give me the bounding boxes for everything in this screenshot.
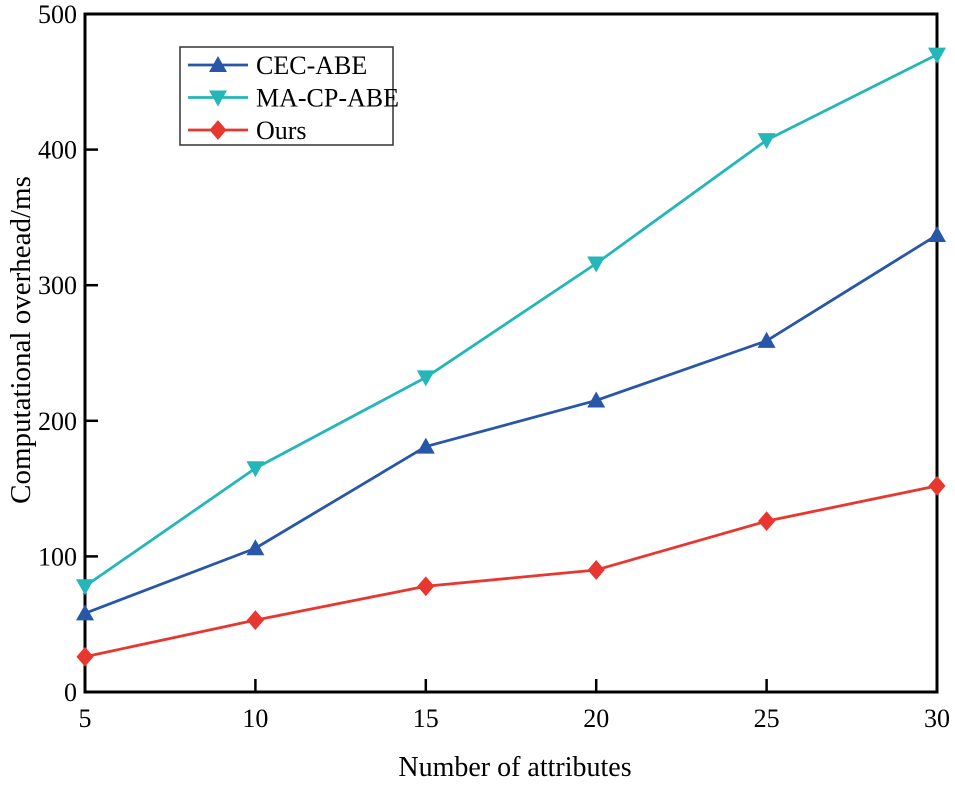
legend-label: MA-CP-ABE bbox=[256, 84, 399, 113]
series-cec-abe bbox=[76, 226, 946, 621]
x-tick-label: 5 bbox=[79, 704, 92, 733]
diamond-marker-icon bbox=[76, 646, 94, 667]
x-tick-label: 25 bbox=[754, 704, 780, 733]
y-tick-label: 200 bbox=[38, 407, 77, 436]
triangle-up-marker-icon bbox=[209, 56, 227, 73]
legend-label: Ours bbox=[256, 116, 307, 145]
series-ma-cp-abe bbox=[76, 47, 946, 596]
triangle-down-marker-icon bbox=[928, 47, 946, 64]
x-tick-label: 15 bbox=[413, 704, 439, 733]
triangle-down-marker-icon bbox=[246, 461, 265, 478]
triangle-up-marker-icon bbox=[76, 604, 94, 621]
series-line bbox=[84, 53, 938, 588]
triangle-up-marker-icon bbox=[416, 437, 435, 454]
data-series bbox=[76, 47, 946, 667]
diamond-marker-icon bbox=[209, 120, 227, 140]
diamond-marker-icon bbox=[928, 475, 946, 496]
triangle-up-marker-icon bbox=[757, 331, 776, 348]
series-line bbox=[84, 233, 938, 615]
triangle-down-marker-icon bbox=[587, 256, 606, 273]
triangle-down-marker-icon bbox=[416, 370, 435, 387]
legend-item-ours: Ours bbox=[188, 116, 307, 145]
triangle-up-marker-icon bbox=[928, 226, 946, 243]
diamond-marker-icon bbox=[758, 511, 776, 532]
legend: CEC-ABE MA-CP-ABE Ours bbox=[179, 46, 399, 146]
diamond-marker-icon bbox=[417, 576, 435, 597]
y-tick-label: 100 bbox=[38, 542, 77, 571]
y-tick-label: 400 bbox=[38, 136, 77, 165]
triangle-down-marker-icon bbox=[76, 579, 94, 596]
diamond-marker-icon bbox=[246, 610, 264, 631]
diamond-marker-icon bbox=[587, 560, 605, 580]
triangle-down-marker-icon bbox=[209, 90, 227, 107]
series-ours bbox=[76, 475, 946, 667]
legend-item-ma-cp-abe: MA-CP-ABE bbox=[188, 84, 399, 113]
y-tick-label: 0 bbox=[64, 678, 77, 707]
legend-label: CEC-ABE bbox=[256, 51, 367, 80]
x-axis-title: Number of attributes bbox=[398, 752, 631, 783]
y-axis-title: Computational overhead/ms bbox=[5, 176, 37, 504]
x-tick-label: 30 bbox=[924, 704, 950, 733]
y-tick-label: 500 bbox=[38, 0, 77, 29]
y-tick-label: 300 bbox=[38, 271, 77, 300]
triangle-down-marker-icon bbox=[757, 133, 776, 150]
series-line bbox=[84, 484, 938, 659]
plot-border bbox=[83, 12, 939, 694]
triangle-up-marker-icon bbox=[246, 539, 265, 556]
x-tick-label: 20 bbox=[583, 704, 609, 733]
legend-item-cec-abe: CEC-ABE bbox=[188, 51, 367, 80]
triangle-up-marker-icon bbox=[587, 391, 606, 408]
x-tick-label: 10 bbox=[242, 704, 268, 733]
